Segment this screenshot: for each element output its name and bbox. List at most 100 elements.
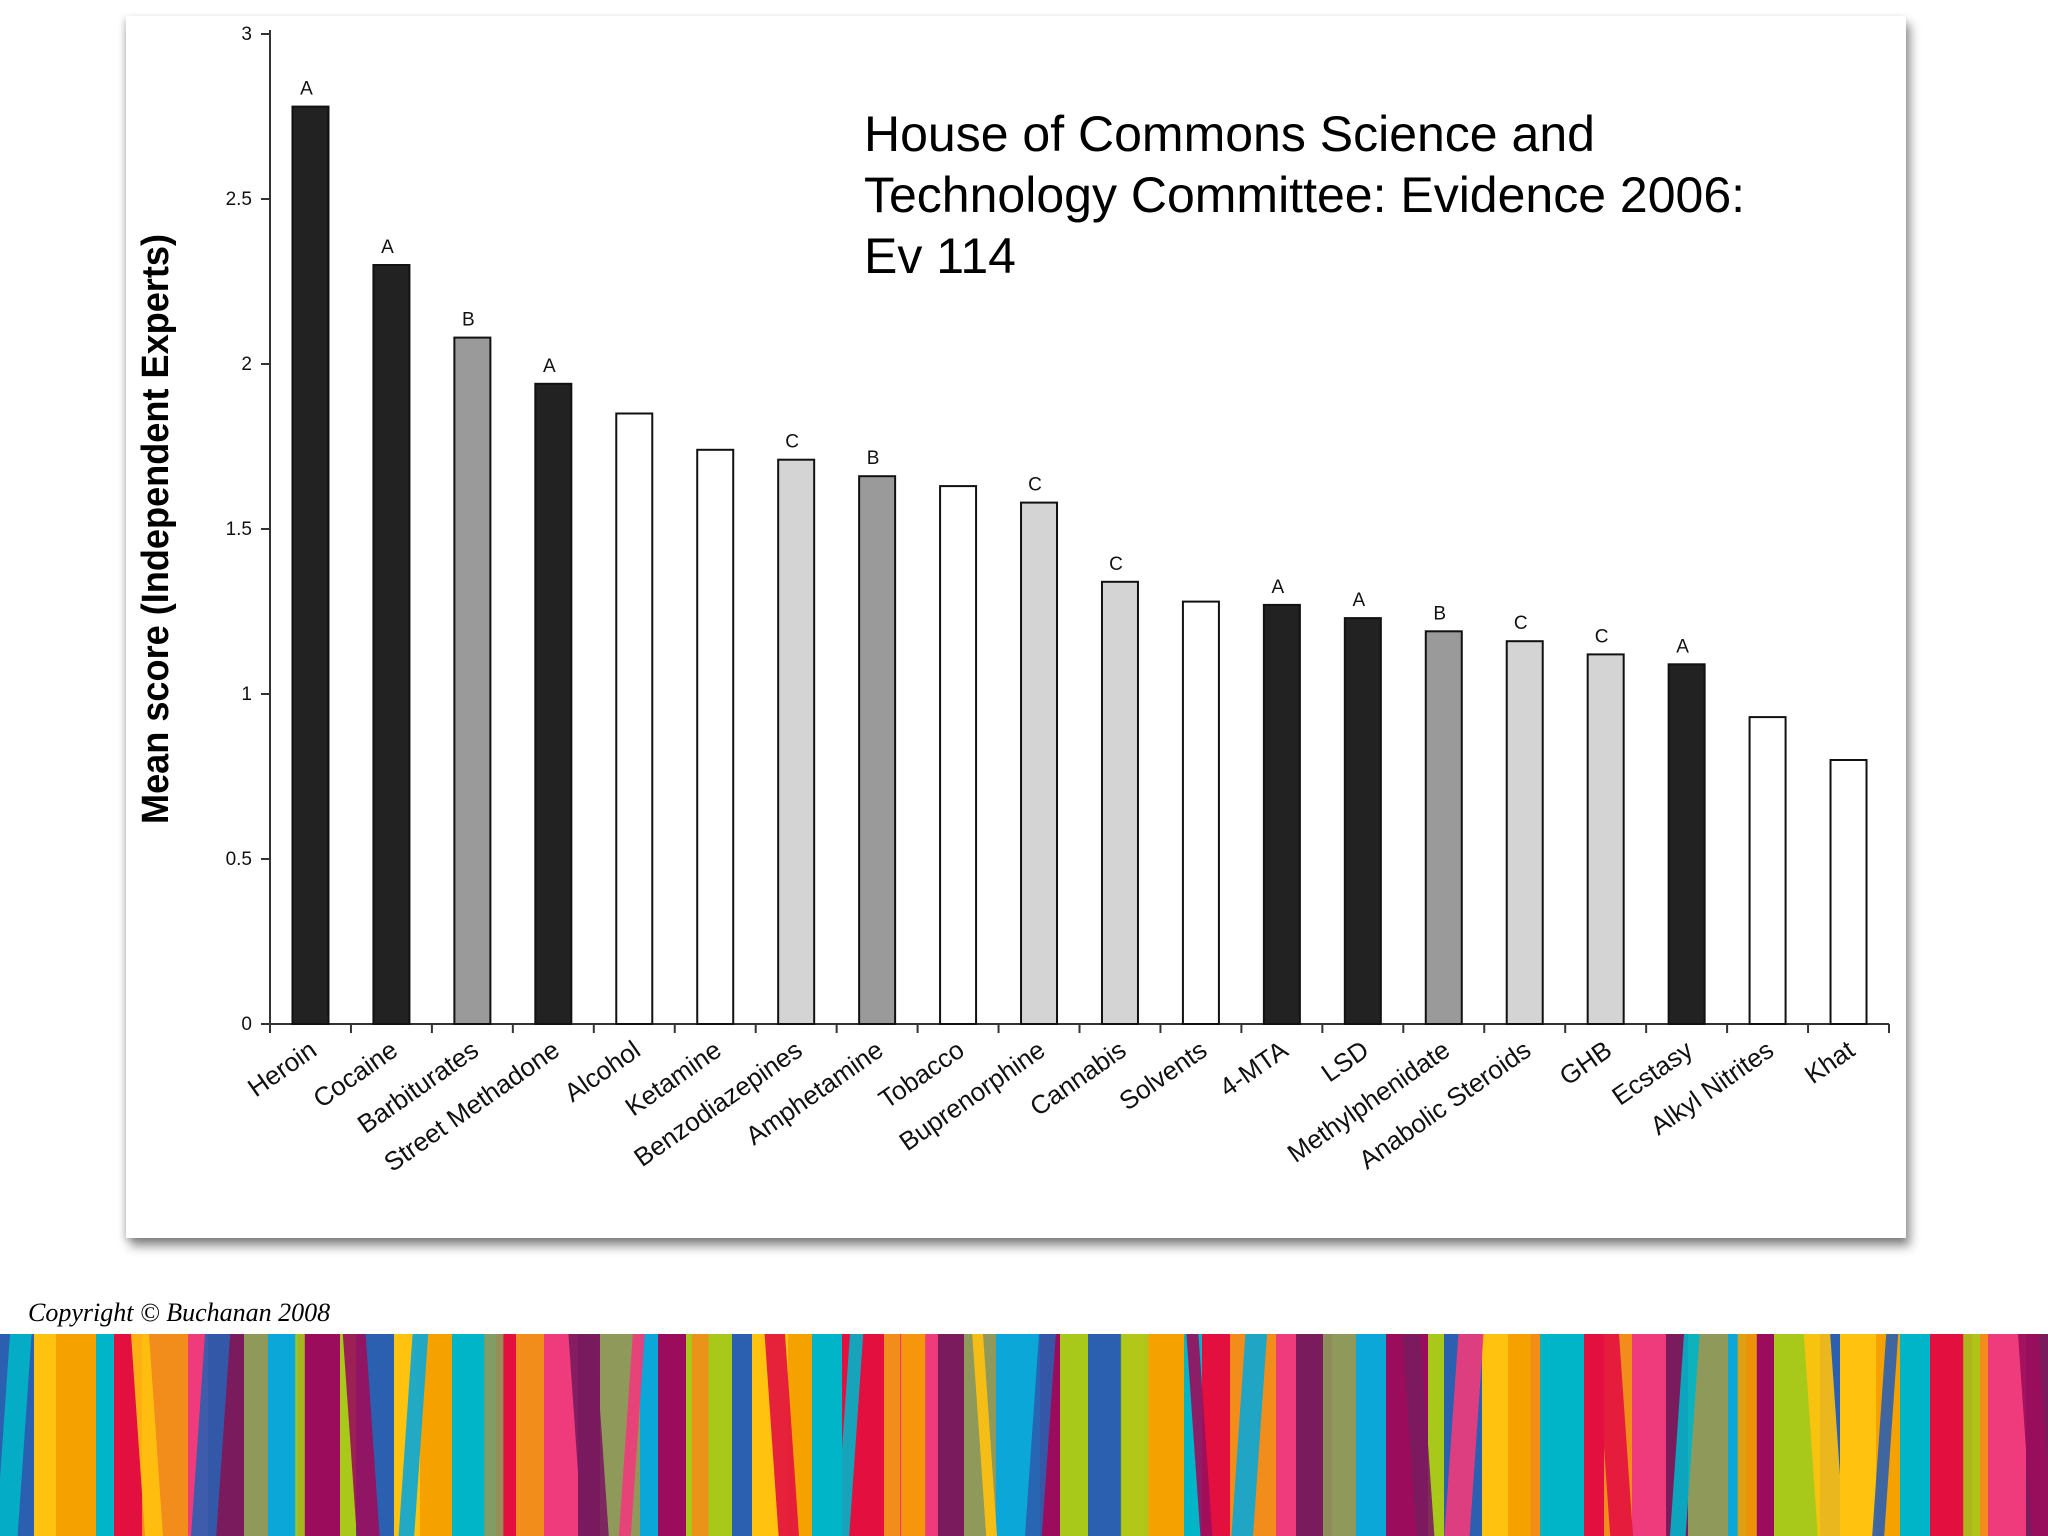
stripe-wedge	[1530, 1334, 1541, 1536]
group-label: C	[1514, 613, 1528, 634]
bar-ketamine	[696, 448, 735, 1025]
stripe-wedge	[342, 1334, 380, 1536]
group-label: A	[300, 79, 313, 100]
stripe	[1840, 1334, 1877, 1536]
group-label: C	[785, 432, 799, 453]
chart-title: House of Commons Science and Technology …	[864, 106, 1746, 284]
stripe-wedge	[1872, 1334, 1899, 1536]
bar-4-mta	[1262, 603, 1301, 1026]
bar-chart: 0 0.5 1 1.5 2 2.5 3 Mean score (Independent Exp…	[135, 24, 1890, 1177]
bar-ecstasy	[1667, 663, 1706, 1025]
stripe-wedge	[398, 1334, 429, 1536]
group-label: A	[543, 356, 556, 377]
y-tick-label: 2.5	[226, 189, 252, 210]
bar-solvents	[1181, 600, 1220, 1025]
stripe-wedge	[1803, 1334, 1845, 1536]
stripe-wedge	[1323, 1334, 1338, 1536]
bar-street-methadone	[534, 382, 573, 1025]
stripe-wedge	[131, 1334, 163, 1536]
stripe	[640, 1334, 659, 1536]
stripe-wedge	[1963, 1334, 1980, 1536]
y-tick-label: 0	[241, 1014, 252, 1035]
stripe-wedge	[295, 1334, 305, 1536]
bar-ghb	[1586, 653, 1625, 1026]
bar-cannabis	[1100, 580, 1139, 1025]
bar-alcohol	[615, 412, 654, 1025]
stripe	[244, 1334, 269, 1536]
stripe-wedge	[691, 1334, 709, 1536]
bar-amphetamine	[858, 475, 897, 1025]
stripe	[1632, 1334, 1667, 1536]
stripe	[298, 1334, 341, 1536]
chart-frame: 0 0.5 1 1.5 2 2.5 3 Mean score (Independent Exp…	[126, 16, 1906, 1238]
bar-alkyl-nitrites	[1748, 716, 1787, 1025]
stripe	[1540, 1334, 1585, 1536]
bar-lsd	[1343, 617, 1382, 1025]
category-label: LSD	[1316, 1034, 1375, 1088]
bar-anabolic-steroids	[1505, 640, 1544, 1025]
stripe-wedge	[1186, 1334, 1213, 1536]
stripe-wedge	[1596, 1334, 1633, 1536]
stripe-wedge	[901, 1334, 926, 1536]
stripe	[96, 1334, 115, 1536]
category-label: 4-MTA	[1214, 1034, 1294, 1103]
stripe-wedge	[1444, 1334, 1484, 1536]
stripe	[1060, 1334, 1089, 1536]
bar-buprenorphine	[1020, 501, 1059, 1026]
stripe-wedge	[1231, 1334, 1267, 1536]
stripe	[1482, 1334, 1509, 1536]
bar-khat	[1829, 759, 1868, 1025]
group-label: A	[1272, 577, 1285, 598]
stripe	[884, 1334, 901, 1536]
stripe	[1088, 1334, 1123, 1536]
group-label: C	[1028, 475, 1042, 496]
category-label: Khat	[1799, 1034, 1861, 1090]
category-label: Amphetamine	[740, 1034, 889, 1151]
y-tick-label: 0.5	[226, 849, 252, 870]
group-label: C	[1109, 554, 1123, 575]
bar-tobacco	[939, 485, 978, 1026]
bar-methylphenidate	[1424, 630, 1463, 1025]
stripe	[1428, 1334, 1445, 1536]
stripe-wedge	[1025, 1334, 1056, 1536]
category-label: GHB	[1554, 1034, 1617, 1091]
stripe	[1356, 1334, 1387, 1536]
stripe	[1276, 1334, 1297, 1536]
stripe-wedge	[69, 1334, 84, 1536]
stripe-wedge	[618, 1334, 645, 1536]
stripe-wedge	[1120, 1334, 1149, 1536]
stripe	[812, 1334, 843, 1536]
stripe	[732, 1334, 753, 1536]
stripe	[34, 1334, 57, 1536]
y-tick-label: 1.5	[226, 519, 252, 540]
stripe-wedge	[1402, 1334, 1435, 1536]
stripe	[268, 1334, 299, 1536]
group-label: A	[381, 237, 394, 258]
y-axis-title: Mean score (Independent Experts)	[135, 234, 177, 824]
stripe-wedge	[1670, 1334, 1700, 1536]
stripe-wedge	[484, 1334, 504, 1536]
bar-benzodiazepines	[777, 458, 816, 1025]
y-tick-label: 3	[241, 24, 252, 45]
y-tick-label: 1	[241, 684, 252, 705]
group-label: C	[1595, 626, 1609, 647]
stripe-wedge	[0, 1334, 32, 1536]
stripe	[658, 1334, 687, 1536]
group-label: A	[1352, 590, 1365, 611]
bar-cocaine	[372, 264, 411, 1025]
stripe-wedge	[568, 1334, 609, 1536]
bar-heroin	[291, 105, 330, 1026]
stripe-wedge	[191, 1334, 231, 1536]
stripe-wedge	[2018, 1334, 2048, 1536]
stripe	[938, 1334, 965, 1536]
bar-barbiturates	[453, 336, 492, 1026]
category-label: Solvents	[1113, 1034, 1212, 1116]
stripe-wedge	[1737, 1334, 1757, 1536]
stripe-wedge	[972, 1334, 997, 1536]
stripe-wedge	[764, 1334, 799, 1536]
group-label: B	[867, 448, 880, 469]
y-tick-label: 2	[241, 354, 252, 375]
decorative-stripe-band	[0, 1334, 2048, 1536]
stripe	[516, 1334, 545, 1536]
group-label: B	[1433, 603, 1446, 624]
